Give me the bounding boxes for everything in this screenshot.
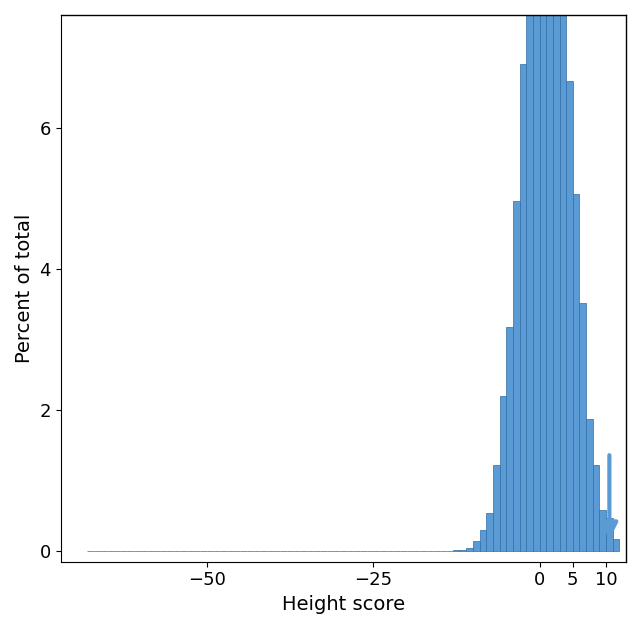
X-axis label: Height score: Height score	[282, 595, 405, 614]
Bar	[566, 81, 573, 551]
Bar	[613, 539, 619, 551]
Bar	[479, 530, 487, 551]
Bar	[606, 518, 613, 551]
Bar	[540, 0, 546, 551]
Bar	[460, 550, 467, 551]
Bar	[493, 465, 499, 551]
Bar	[593, 465, 599, 551]
Bar	[520, 64, 526, 551]
Y-axis label: Percent of total: Percent of total	[15, 214, 34, 363]
Bar	[453, 550, 460, 551]
Bar	[487, 513, 493, 551]
Bar	[499, 396, 506, 551]
Bar	[533, 0, 540, 551]
Bar	[579, 303, 586, 551]
Bar	[526, 0, 533, 551]
Bar	[473, 540, 479, 551]
Bar	[553, 0, 560, 551]
Bar	[506, 327, 513, 551]
Bar	[560, 0, 566, 551]
Bar	[586, 420, 593, 551]
Bar	[573, 194, 579, 551]
Bar	[467, 548, 473, 551]
Bar	[546, 0, 553, 551]
Bar	[599, 510, 606, 551]
Bar	[513, 201, 520, 551]
